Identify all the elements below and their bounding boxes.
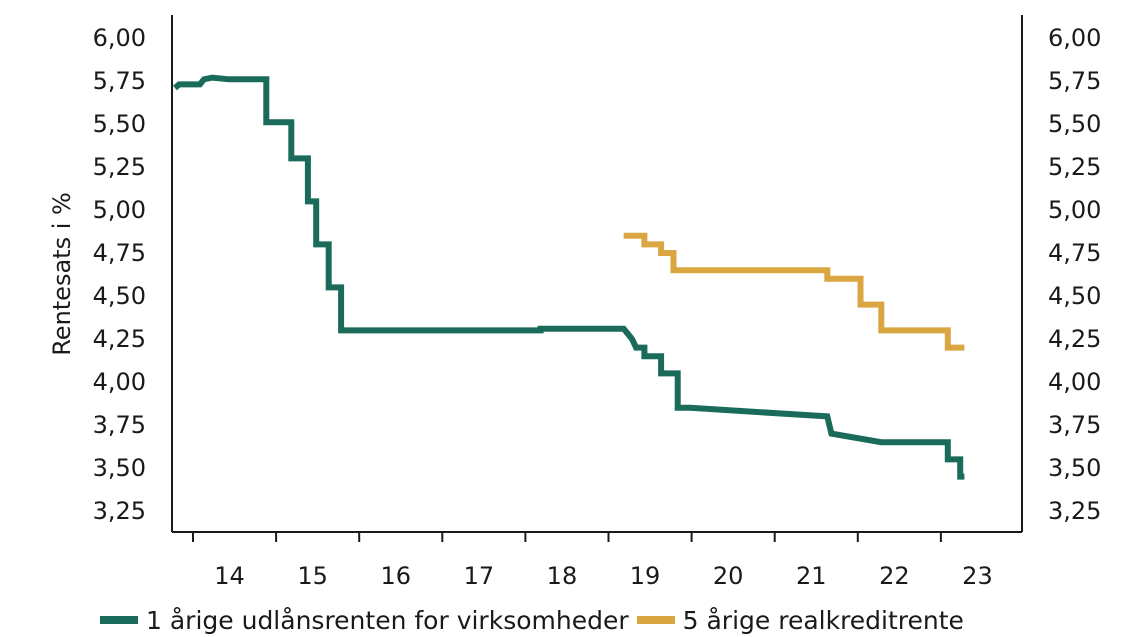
legend-item-1y: 1 årige udlånsrenten for virksomheder [100, 606, 629, 635]
y-tick-label-right: 5,50 [1048, 110, 1101, 138]
y-tick-label-right: 4,00 [1048, 368, 1101, 396]
x-tick-label: 20 [713, 562, 744, 590]
y-tick-label-left: 5,75 [93, 67, 146, 95]
y-tick-label-left: 4,75 [93, 239, 146, 267]
legend: 1 årige udlånsrenten for virksomheder 5 … [100, 604, 972, 636]
y-tick-label-left: 4,50 [93, 282, 146, 310]
x-tick-label: 15 [297, 562, 328, 590]
y-tick-label-right: 3,75 [1048, 411, 1101, 439]
legend-swatch-1y [100, 616, 138, 624]
y-tick-label-left: 3,50 [93, 454, 146, 482]
y-tick-label-right: 3,25 [1048, 497, 1101, 525]
legend-label-5y: 5 årige realkreditrente [682, 605, 964, 635]
legend-item-5y: 5 årige realkreditrente [636, 605, 964, 635]
x-tick-label: 23 [962, 562, 993, 590]
series-line-5y-mortgage [623, 232, 965, 351]
y-tick-label-left: 3,25 [93, 497, 146, 525]
y-tick-label-left: 6,00 [93, 24, 146, 52]
x-tick-label: 14 [214, 562, 245, 590]
legend-label-1y: 1 årige udlånsrenten for virksomheder [146, 605, 629, 635]
y-tick-label-left: 5,25 [93, 153, 146, 181]
x-tick-label: 22 [879, 562, 910, 590]
line-chart: 6,00 5,75 5,50 5,25 5,00 4,75 4,50 4,25 4,00 3,75… [48, 15, 1101, 590]
y-tick-label-right: 5,00 [1048, 196, 1101, 224]
legend-swatch-5y [636, 616, 675, 624]
y-tick-label-left: 4,00 [93, 368, 146, 396]
y-tick-label-left: 5,50 [93, 110, 146, 138]
x-tick-label: 18 [547, 562, 578, 590]
y-tick-label-left: 4,25 [93, 325, 146, 353]
y-axis-left-ticks: 6,00 5,75 5,50 5,25 5,00 4,75 4,50 4,25 4,00 3,75… [93, 24, 146, 525]
x-axis-ticks: 14 15 16 17 18 19 20 21 22 23 [192, 532, 993, 590]
y-tick-label-left: 3,75 [93, 411, 146, 439]
y-axis-title: Rentesats i % [48, 192, 76, 356]
series-line-1y-business-loans [172, 74, 965, 480]
y-tick-label-left: 5,00 [93, 196, 146, 224]
y-tick-label-right: 5,25 [1048, 153, 1101, 181]
y-tick-label-right: 5,75 [1048, 67, 1101, 95]
x-tick-label: 19 [630, 562, 661, 590]
y-tick-label-right: 6,00 [1048, 24, 1101, 52]
x-tick-label: 21 [796, 562, 827, 590]
y-axis-right-ticks: 6,00 5,75 5,50 5,25 5,00 4,75 4,50 4,25 4,00 3,75… [1048, 24, 1101, 525]
y-tick-label-right: 4,75 [1048, 239, 1101, 267]
plot-area [171, 15, 1023, 533]
series-group [172, 74, 965, 480]
y-tick-label-right: 4,25 [1048, 325, 1101, 353]
y-tick-label-right: 3,50 [1048, 454, 1101, 482]
x-tick-label: 17 [464, 562, 495, 590]
y-tick-label-right: 4,50 [1048, 282, 1101, 310]
x-tick-label: 16 [380, 562, 411, 590]
